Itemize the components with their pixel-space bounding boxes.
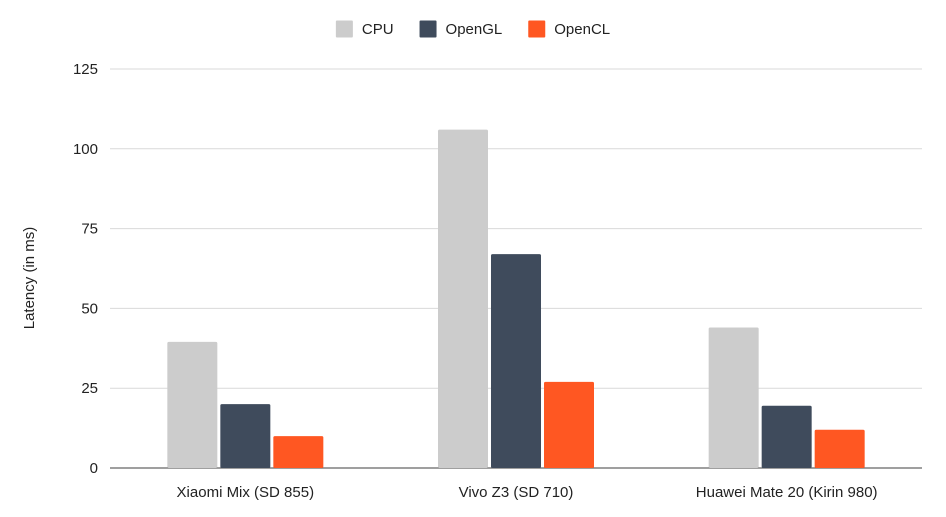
bar-opengl-1 xyxy=(220,404,271,468)
x-axis-ticks: Xiaomi Mix (SD 855) Vivo Z3 (SD 710) Huawe… xyxy=(177,484,878,501)
bar-opencl-3 xyxy=(814,429,865,468)
bar-opengl-3 xyxy=(761,405,812,468)
bar-opencl-2 xyxy=(544,381,594,468)
legend-item-opengl: OpenGL xyxy=(419,20,503,38)
legend: CPU OpenGL OpenCL xyxy=(335,20,610,38)
legend-label: CPU xyxy=(362,21,394,38)
legend-label: OpenGL xyxy=(446,21,503,38)
y-tick-label: 75 xyxy=(81,221,98,238)
y-axis-title: Latency (in ms) xyxy=(21,227,38,330)
y-tick-label: 50 xyxy=(81,300,98,317)
legend-item-opencl: OpenCL xyxy=(528,20,610,38)
y-tick-label: 125 xyxy=(73,61,98,78)
y-tick-label: 0 xyxy=(90,460,98,477)
legend-swatch xyxy=(528,20,546,38)
legend-swatch xyxy=(335,20,353,38)
bar-cpu-3 xyxy=(708,327,759,468)
y-tick-label: 25 xyxy=(81,380,98,397)
x-tick-label: Vivo Z3 (SD 710) xyxy=(459,484,574,501)
x-tick-label: Xiaomi Mix (SD 855) xyxy=(177,484,315,501)
bar-opengl-2 xyxy=(491,254,541,468)
legend-item-cpu: CPU xyxy=(335,20,394,38)
bar-cpu-1 xyxy=(167,341,218,468)
y-axis-ticks: 0 25 50 75 100 125 xyxy=(73,61,98,477)
legend-swatch xyxy=(419,20,437,38)
bars xyxy=(167,129,865,468)
y-tick-label: 100 xyxy=(73,141,98,158)
legend-label: OpenCL xyxy=(554,21,610,38)
bar-opencl-1 xyxy=(273,436,324,468)
x-tick-label: Huawei Mate 20 (Kirin 980) xyxy=(696,484,878,501)
bar-cpu-2 xyxy=(438,129,488,468)
